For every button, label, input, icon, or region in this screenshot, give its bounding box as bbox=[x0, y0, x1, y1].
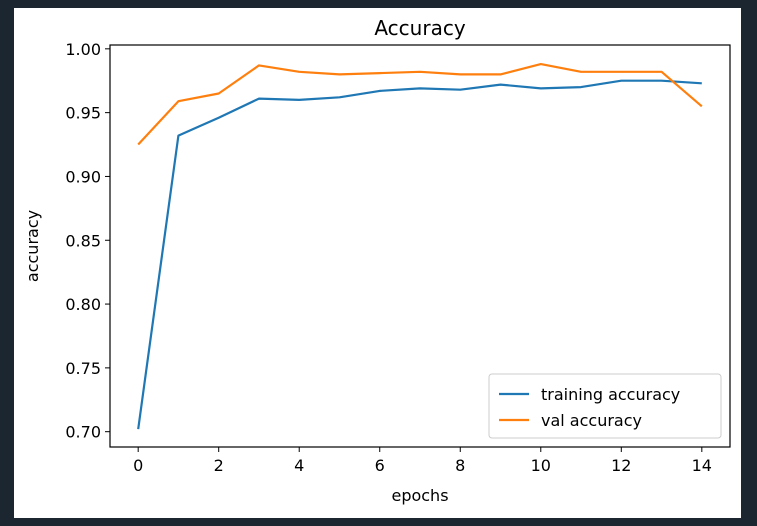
x-tick-label: 4 bbox=[294, 456, 304, 475]
series-line-val bbox=[137, 62, 703, 146]
x-tick-label: 8 bbox=[455, 456, 465, 475]
x-axis: 0 2 4 6 8 10 12 14 bbox=[133, 447, 712, 475]
y-tick-label: 0.90 bbox=[65, 167, 101, 186]
y-tick-label: 0.95 bbox=[65, 104, 101, 123]
y-tick-label: 0.75 bbox=[65, 359, 101, 378]
plot-area bbox=[109, 44, 731, 448]
x-tick-label: 0 bbox=[133, 456, 143, 475]
x-tick-label: 12 bbox=[611, 456, 631, 475]
line-chart: 0 2 4 6 8 10 12 14 0.70 0.75 0.80 0.85 0.90 0.95 1.00… bbox=[23, 16, 731, 505]
legend-label: val accuracy bbox=[541, 411, 642, 430]
chart-title: Accuracy bbox=[374, 16, 465, 40]
y-tick-label: 0.80 bbox=[65, 295, 101, 314]
series-line-training bbox=[137, 79, 702, 430]
legend-label: training accuracy bbox=[541, 385, 680, 404]
x-tick-label: 14 bbox=[692, 456, 712, 475]
y-tick-label: 1.00 bbox=[65, 40, 101, 59]
x-tick-label: 10 bbox=[531, 456, 551, 475]
y-tick-label: 0.85 bbox=[65, 231, 101, 250]
series-lines bbox=[137, 62, 703, 430]
y-axis: 0.70 0.75 0.80 0.85 0.90 0.95 1.00 bbox=[65, 40, 110, 442]
x-tick-label: 2 bbox=[214, 456, 224, 475]
x-axis-label: epochs bbox=[391, 486, 448, 505]
legend: training accuracy val accuracy bbox=[488, 373, 722, 439]
legend-box bbox=[488, 373, 722, 439]
x-tick-label: 6 bbox=[375, 456, 385, 475]
y-axis-label: accuracy bbox=[23, 210, 42, 282]
chart-figure: 0 2 4 6 8 10 12 14 0.70 0.75 0.80 0.85 0.90 0.95 1.00… bbox=[14, 8, 741, 518]
y-tick-label: 0.70 bbox=[65, 423, 101, 442]
